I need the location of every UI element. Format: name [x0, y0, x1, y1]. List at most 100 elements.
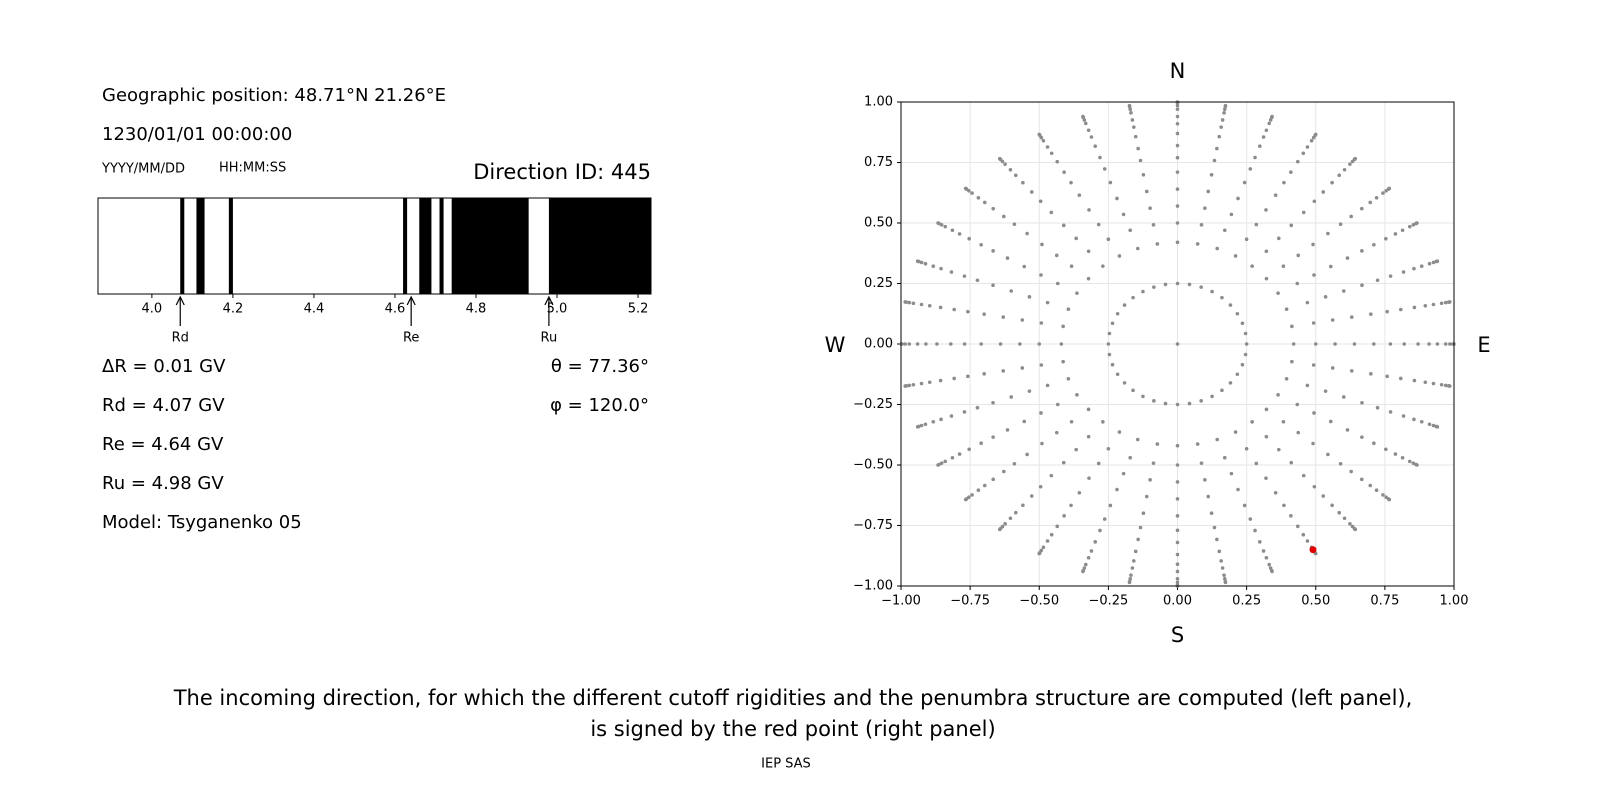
direction-point	[1423, 380, 1428, 385]
direction-point	[997, 156, 1002, 161]
direction-point	[1372, 441, 1376, 446]
direction-point	[1326, 452, 1330, 457]
phi: φ = 120.0°	[550, 395, 649, 416]
direction-point	[911, 382, 916, 387]
direction-point	[1115, 487, 1119, 492]
direction-point	[1093, 144, 1098, 148]
direction-point	[1106, 446, 1111, 451]
direction-point	[1311, 363, 1316, 367]
direction-point	[1284, 307, 1289, 312]
direction-point	[1402, 342, 1407, 346]
direction-point	[1276, 291, 1280, 295]
y-tick-label: 0.75	[864, 155, 893, 170]
direction-point	[1209, 511, 1214, 516]
direction-point	[991, 477, 996, 482]
direction-point	[952, 307, 957, 312]
direction-point	[1027, 295, 1032, 299]
time-format: HH:MM:SS	[219, 161, 286, 176]
direction-point	[1081, 569, 1085, 574]
direction-point	[1049, 473, 1054, 478]
direction-point	[1005, 256, 1010, 260]
direction-point	[1102, 167, 1107, 171]
x-tick-label: 4.4	[304, 302, 325, 317]
direction-point	[1384, 236, 1388, 241]
direction-point	[1257, 144, 1262, 148]
direction-point	[1240, 321, 1245, 326]
direction-point	[1281, 264, 1286, 269]
direction-point	[1220, 566, 1225, 570]
direction-point	[1323, 295, 1328, 299]
direction-point	[1369, 372, 1373, 376]
direction-point	[936, 463, 940, 467]
direction-point	[1021, 180, 1025, 185]
direction-point	[1264, 276, 1269, 281]
direction-point	[1439, 301, 1444, 306]
direction-point	[1115, 372, 1120, 377]
direction-point	[1013, 510, 1018, 515]
direction-point	[1086, 276, 1091, 281]
direction-point	[991, 206, 996, 211]
direction-point	[1175, 281, 1180, 286]
direction-point	[1055, 402, 1060, 407]
direction-point	[1388, 342, 1393, 346]
direction-point	[1435, 342, 1440, 346]
direction-point	[979, 441, 983, 446]
direction-point	[1243, 352, 1248, 357]
direction-point	[1290, 324, 1294, 329]
direction-point	[1248, 517, 1253, 521]
direction-point	[1132, 559, 1136, 563]
direction-point	[919, 302, 924, 307]
forbidden-band	[228, 198, 233, 294]
y-tick-label: −0.75	[853, 518, 893, 533]
direction-point	[1435, 259, 1440, 264]
direction-point	[1233, 430, 1238, 434]
direction-point	[1020, 318, 1025, 322]
direction-point	[1412, 378, 1417, 383]
direction-point	[1130, 566, 1135, 570]
direction-point	[1220, 295, 1224, 300]
x-tick-label: 4.0	[142, 302, 163, 317]
direction-point	[919, 381, 924, 386]
direction-point	[1295, 524, 1300, 529]
direction-point	[1305, 383, 1310, 388]
direction-point	[915, 259, 920, 264]
direction-point	[1264, 208, 1268, 212]
direction-point	[1360, 283, 1364, 288]
direction-point	[1175, 443, 1180, 448]
direction-point	[949, 414, 954, 418]
direction-point	[1117, 254, 1122, 258]
marker-arrowhead	[175, 295, 185, 306]
direction-point	[1240, 362, 1245, 367]
direction-point	[1175, 480, 1180, 484]
direction-point	[982, 312, 986, 316]
direction-point	[1039, 273, 1043, 277]
direction-point	[1253, 528, 1257, 533]
x-tick-label: −1.00	[881, 594, 921, 609]
center-point	[1175, 342, 1180, 346]
direction-point	[935, 342, 939, 346]
direction-point	[1427, 422, 1432, 427]
direction-point	[1443, 342, 1448, 346]
direction-point	[1195, 242, 1200, 246]
marker-arrowhead	[544, 295, 554, 306]
direction-point	[1393, 452, 1398, 456]
direction-point	[1012, 222, 1017, 227]
direction-point	[1330, 366, 1335, 370]
direction-point	[1175, 514, 1180, 518]
direction-point	[1012, 461, 1017, 466]
direction-point	[1229, 471, 1234, 476]
direction-point	[1199, 461, 1204, 465]
direction-point	[907, 383, 912, 388]
direction-point	[1264, 128, 1269, 133]
direction-point	[1045, 145, 1050, 149]
direction-point	[1360, 435, 1364, 439]
direction-point	[1025, 231, 1029, 236]
direction-point	[1431, 302, 1436, 307]
marker-label: Ru	[541, 331, 558, 346]
direction-point	[1077, 193, 1082, 197]
direction-point	[1393, 232, 1398, 236]
direction-point	[1069, 419, 1074, 424]
direction-point	[1443, 300, 1448, 305]
x-tick-label: 0.75	[1370, 594, 1399, 609]
